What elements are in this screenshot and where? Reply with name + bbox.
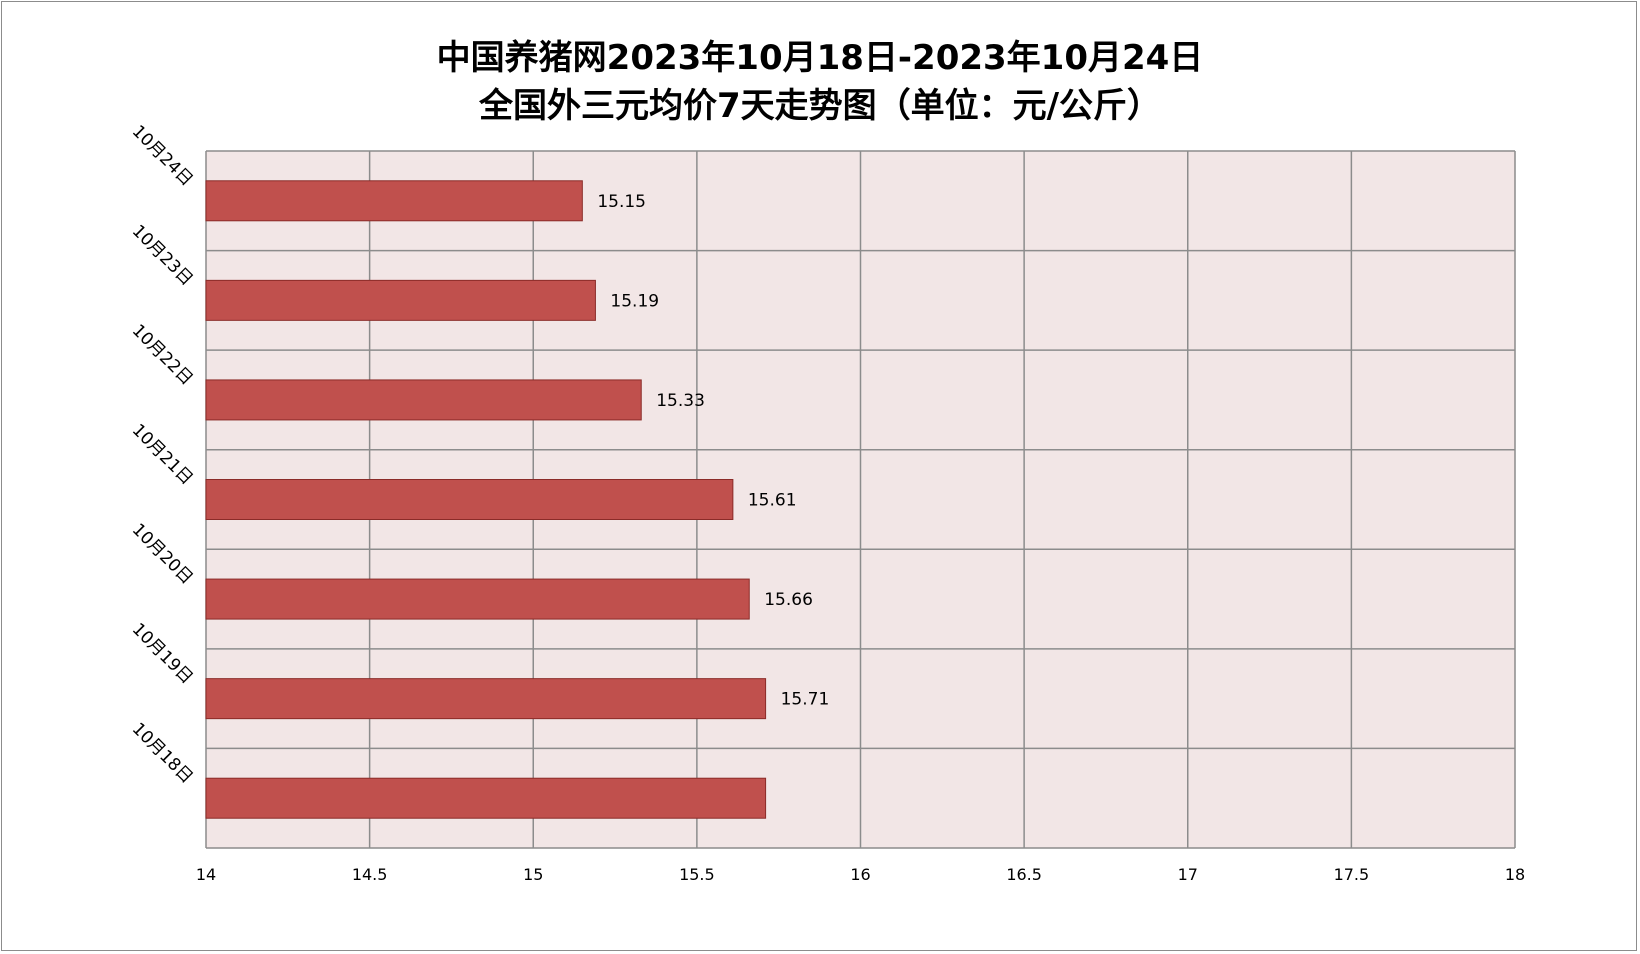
data-label-6: 15.71 [781, 690, 830, 710]
bar-1 [205, 180, 583, 222]
data-label-4: 15.61 [748, 491, 797, 511]
data-label-2: 15.19 [610, 291, 659, 311]
category-label-5: 10月20日 [128, 520, 197, 589]
x-tick-label-14.5: 14.5 [352, 865, 388, 884]
data-label-3: 15.33 [656, 391, 705, 411]
x-tick-label-15.5: 15.5 [679, 865, 715, 884]
x-tick-label-14: 14 [196, 865, 216, 884]
category-label-3: 10月22日 [128, 321, 197, 390]
chart-title-line-2: 全国外三元均价7天走势图（单位：元/公斤） [478, 86, 1162, 126]
data-label-5: 15.66 [764, 590, 813, 610]
x-tick-label-18: 18 [1505, 865, 1525, 884]
x-tick-label-15: 15 [523, 865, 543, 884]
x-axis-tick-labels: 14 14.5 15 15.5 16 16.5 17 17.5 18 [196, 865, 1525, 884]
bar-3 [205, 379, 642, 421]
x-tick-label-17.5: 17.5 [1334, 865, 1370, 884]
category-label-2: 10月23日 [128, 221, 197, 290]
bar-4 [205, 479, 734, 520]
category-label-4: 10月21日 [128, 420, 197, 489]
data-labels: 15.15 15.19 15.33 15.61 15.66 15.71 [597, 192, 829, 710]
bar-6 [205, 678, 767, 720]
x-tick-label-16: 16 [850, 865, 870, 884]
bar-5 [205, 578, 750, 620]
category-label-7: 10月18日 [128, 719, 197, 788]
x-tick-label-17: 17 [1178, 865, 1198, 884]
x-tick-label-16.5: 16.5 [1006, 865, 1042, 884]
category-label-6: 10月19日 [128, 619, 197, 688]
category-label-1: 10月24日 [128, 122, 197, 191]
y-axis-category-labels: 10月24日 10月23日 10月22日 10月21日 10月20日 10月19日 10月1… [128, 122, 197, 788]
bars [205, 180, 767, 819]
bar-7 [205, 777, 767, 819]
chart-title-line-1: 中国养猪网2023年10月18日-2023年10月24日 [436, 38, 1204, 78]
bar-2 [205, 279, 596, 321]
data-label-1: 15.15 [597, 192, 646, 212]
